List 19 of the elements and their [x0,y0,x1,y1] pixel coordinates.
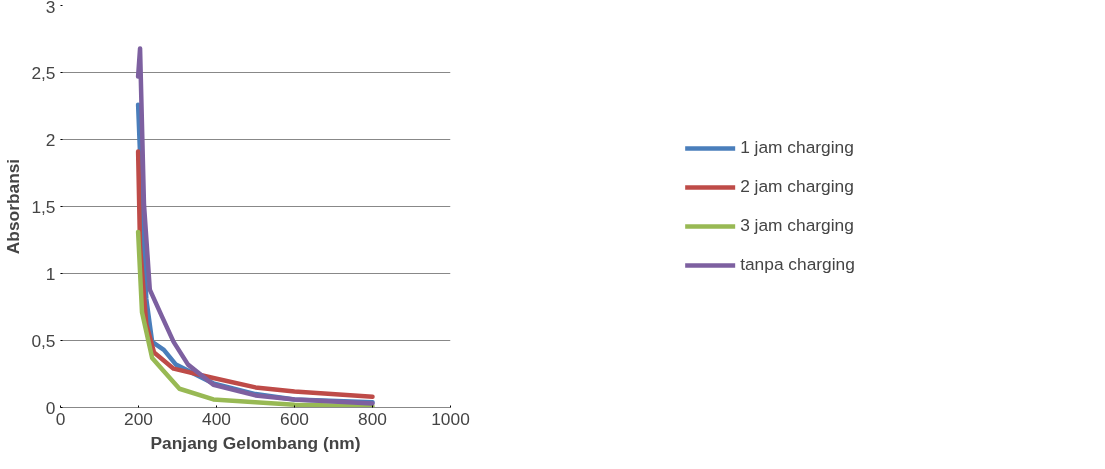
legend-label: 1 jam charging [740,137,854,158]
x-tick-label: 1000 [431,408,470,429]
x-tick-label: 600 [280,408,309,429]
y-tick-label: 2,5 [31,62,56,83]
x-tick-label: 400 [202,408,231,429]
line-series [135,229,375,408]
y-axis-title: Absorbansi [3,158,24,255]
y-tick-label: 1,5 [31,196,56,217]
x-tick-label: 800 [358,408,387,429]
y-tick-label: 2 [45,129,56,150]
y-tick-label: 0,5 [31,330,56,351]
y-tick-label: 1 [45,263,56,284]
x-tick-label: 200 [124,408,153,429]
legend-label: 3 jam charging [740,215,854,236]
legend-label: 2 jam charging [740,176,854,197]
line-series [135,46,375,406]
legend-label: tanpa charging [740,254,855,275]
x-axis-title: Panjang Gelombang (nm) [150,432,361,453]
y-tick-label: 3 [45,0,56,17]
